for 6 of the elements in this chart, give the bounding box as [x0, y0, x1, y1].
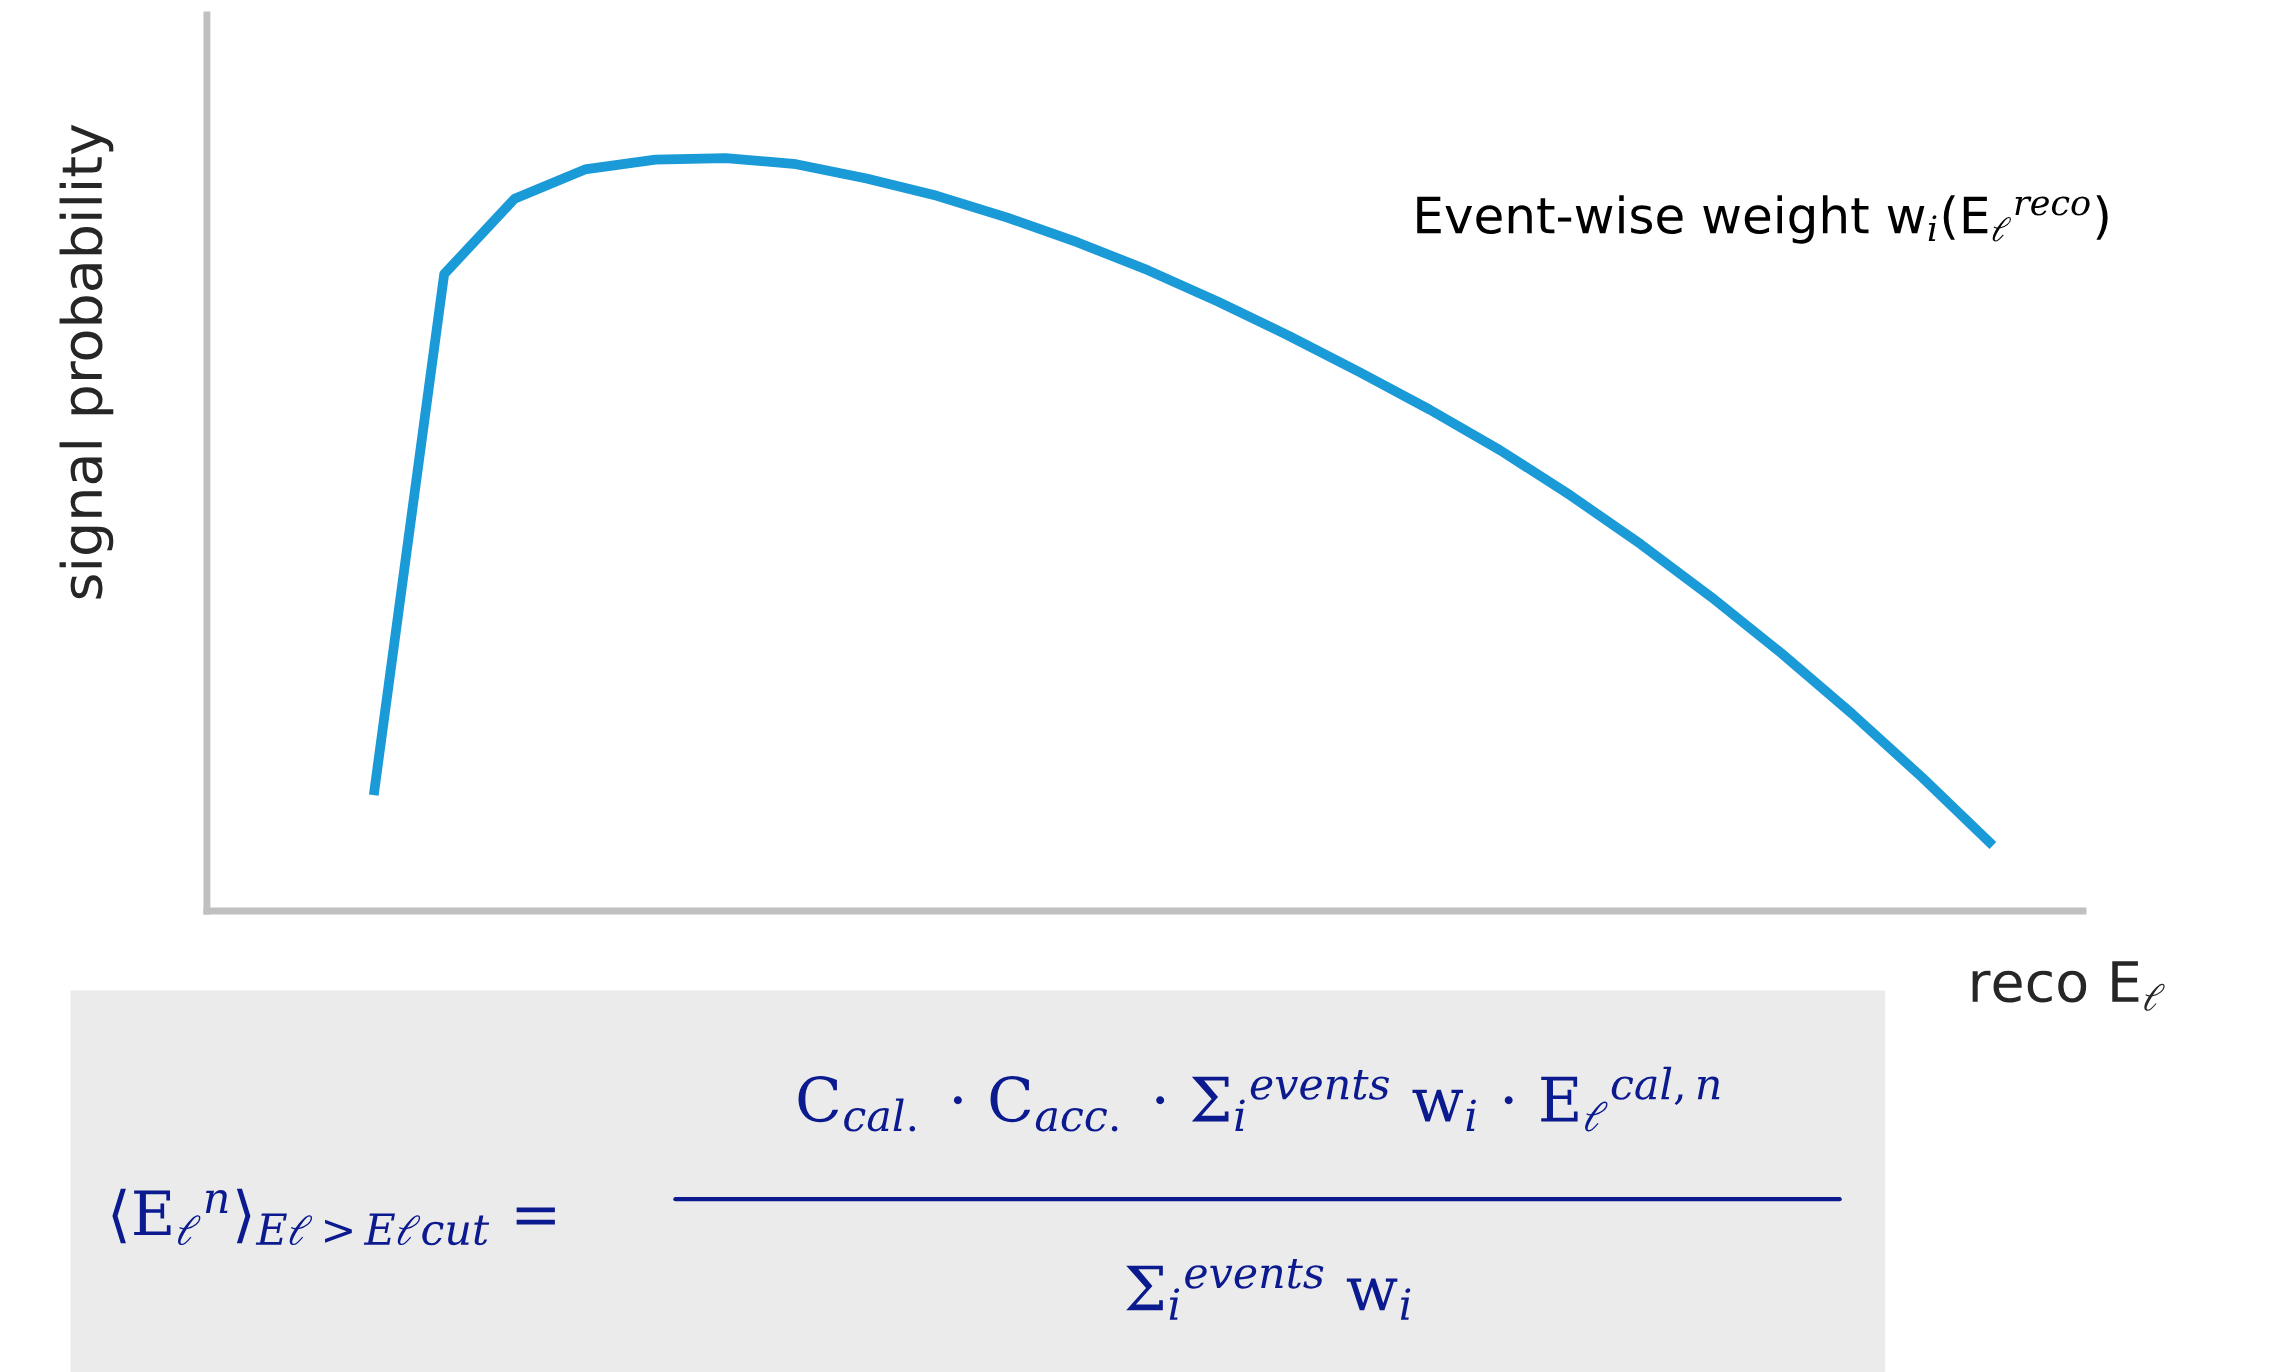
- x-axis-title: reco E$_{ℓ}$: [1972, 961, 2165, 1011]
- text: ⟨E$_{ℓ}$$^{n}$⟩$_{Eℓ>Eℓcut}$ =: [112, 1188, 555, 1246]
- text: Σ$_{i}$$^{events}$ w$_{i}$: [1126, 1258, 1411, 1320]
- text: C$_{cal.}$ · C$_{acc.}$ · Σ$_{i}$$^{events}$ w$_{i}$ · E$_{ℓ}$$^{cal,n}$: [798, 1066, 1720, 1132]
- y-axis-title: signal probability: [59, 124, 114, 599]
- annotation: Event-wise weight w$_{i}$(E$_{ℓ}$$^{reco}$): [1417, 195, 2108, 244]
